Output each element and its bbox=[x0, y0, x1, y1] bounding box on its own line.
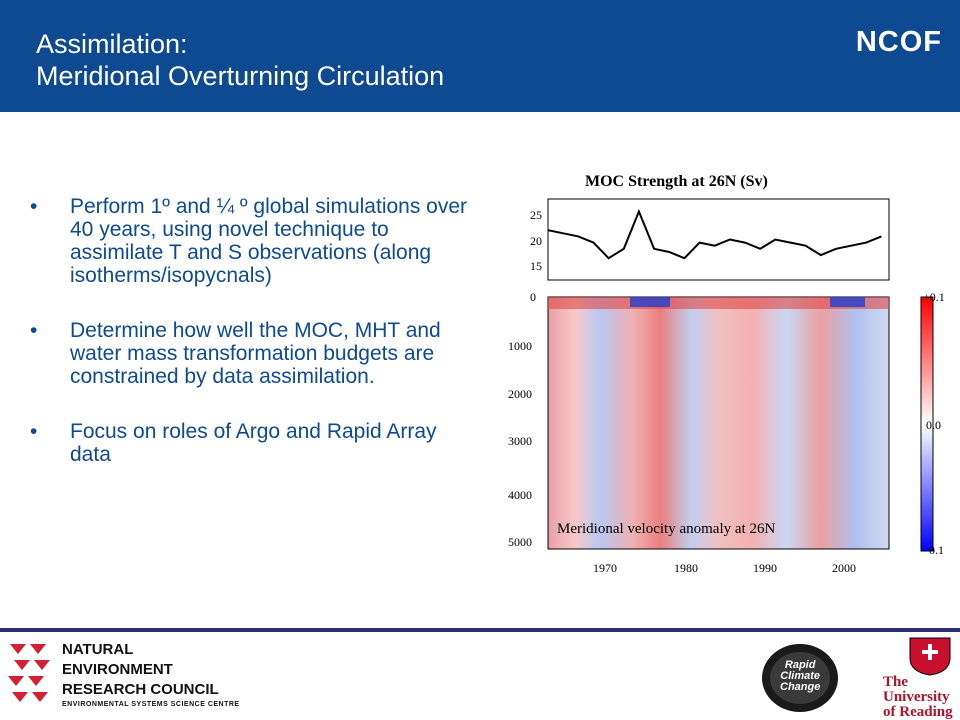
timeseries-panel bbox=[547, 198, 890, 281]
bullet-text: Perform 1º and ¼ º global simulations ov… bbox=[70, 195, 468, 287]
bullet-text: Focus on roles of Argo and Rapid Array d… bbox=[70, 420, 437, 466]
university-of-reading-logo: The University of Reading bbox=[883, 675, 953, 720]
rapid-line-1: Rapid bbox=[784, 659, 816, 671]
ytick-20: 20 bbox=[530, 234, 542, 248]
bullet-symbol: • bbox=[30, 319, 38, 342]
colorbar-tick-min: -0.1 bbox=[925, 543, 944, 557]
heatmap-panel bbox=[547, 296, 890, 550]
nerc-logo-mark bbox=[8, 644, 50, 702]
nerc-line-4: ENVIRONMENTAL SYSTEMS SCIENCE CENTRE bbox=[62, 701, 240, 708]
nerc-line-1: NATURAL bbox=[62, 641, 134, 658]
depth-tick-5000: 5000 bbox=[508, 535, 532, 549]
nerc-logo-text: NATURAL ENVIRONMENT RESEARCH COUNCIL ENV… bbox=[62, 640, 240, 710]
colorbar-tick-zero: 0.0 bbox=[926, 418, 941, 432]
year-tick-1980: 1980 bbox=[674, 561, 698, 575]
ytick-25: 25 bbox=[530, 208, 542, 222]
year-tick-1970: 1970 bbox=[593, 561, 617, 575]
rapid-line-3: Change bbox=[780, 681, 821, 693]
moc-timeseries-line bbox=[547, 208, 882, 260]
bullet-item: • Perform 1º and ¼ º global simulations … bbox=[30, 195, 475, 287]
heatmap-label: Meridional velocity anomaly at 26N bbox=[557, 521, 776, 537]
figure-title: MOC Strength at 26N (Sv) bbox=[585, 173, 768, 190]
colorbar bbox=[920, 296, 934, 552]
depth-tick-4000: 4000 bbox=[508, 488, 532, 502]
rapid-climate-change-logo bbox=[762, 644, 838, 712]
slide-title: Assimilation: Meridional Overturning Cir… bbox=[36, 28, 444, 92]
bullet-text: Determine how well the MOC, MHT and wate… bbox=[70, 319, 441, 388]
reading-line-1: The bbox=[883, 674, 909, 690]
bullet-item: • Focus on roles of Argo and Rapid Array… bbox=[30, 420, 475, 466]
bullet-item: • Determine how well the MOC, MHT and wa… bbox=[30, 319, 475, 388]
footer-divider bbox=[0, 628, 960, 632]
university-crest-icon bbox=[909, 637, 951, 676]
colorbar-tick-max: +0.1 bbox=[923, 290, 945, 304]
depth-tick-0: 0 bbox=[530, 290, 536, 304]
title-line-2: Meridional Overturning Circulation bbox=[36, 61, 445, 91]
rapid-logo-text: Rapid Climate Change bbox=[780, 660, 820, 693]
ncof-logo: NCOF bbox=[855, 26, 942, 58]
depth-tick-3000: 3000 bbox=[508, 434, 532, 448]
header-bar: Assimilation: Meridional Overturning Cir… bbox=[0, 0, 960, 112]
reading-line-2: University bbox=[883, 689, 950, 705]
bullet-symbol: • bbox=[30, 195, 38, 218]
bullet-list: • Perform 1º and ¼ º global simulations … bbox=[30, 195, 475, 498]
year-tick-1990: 1990 bbox=[753, 561, 777, 575]
bullet-symbol: • bbox=[30, 420, 38, 443]
rapid-line-2: Climate bbox=[780, 670, 821, 682]
nerc-line-3: RESEARCH COUNCIL bbox=[62, 681, 219, 698]
year-tick-2000: 2000 bbox=[832, 561, 856, 575]
depth-tick-2000: 2000 bbox=[508, 387, 532, 401]
heatmap-surface-blue bbox=[630, 297, 670, 307]
nerc-line-2: ENVIRONMENT bbox=[62, 661, 173, 678]
ytick-15: 15 bbox=[530, 259, 542, 273]
heatmap-surface-blue-2 bbox=[830, 297, 865, 307]
depth-tick-1000: 1000 bbox=[508, 339, 532, 353]
reading-line-3: of Reading bbox=[883, 704, 953, 720]
title-line-1: Assimilation: bbox=[36, 29, 188, 59]
